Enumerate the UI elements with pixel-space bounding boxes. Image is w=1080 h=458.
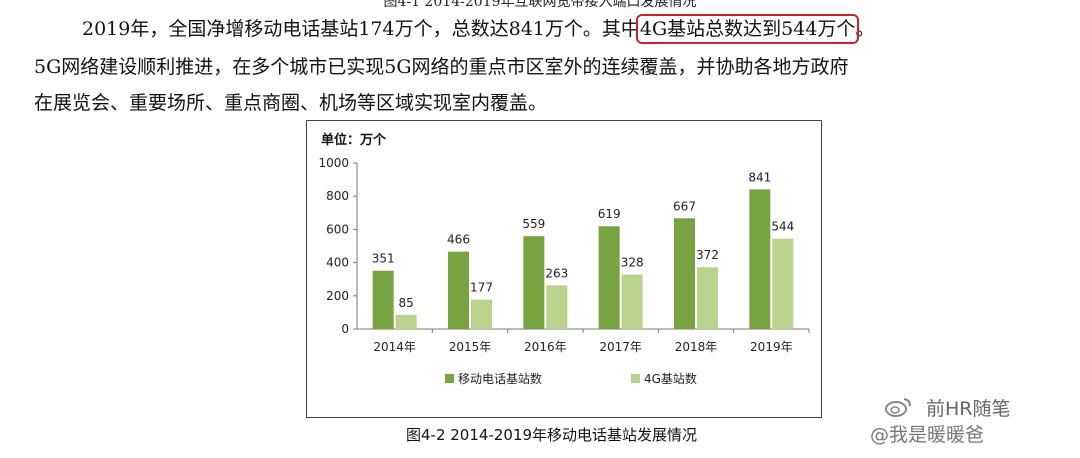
bar-4g-base-stations [395, 314, 417, 329]
x-tick-label: 2018年 [675, 340, 718, 354]
bar-value-label: 372 [696, 248, 719, 262]
bar-4g-base-stations [546, 285, 568, 329]
bar-mobile-base-stations [448, 251, 469, 329]
bar-value-label: 466 [447, 233, 470, 247]
figure-caption: 图4-2 2014-2019年移动电话基站发展情况 [406, 426, 698, 444]
bar-mobile-base-stations [372, 270, 394, 329]
bar-value-label: 351 [372, 252, 395, 266]
bar-value-label: 667 [673, 199, 696, 213]
bar-value-label: 544 [771, 220, 794, 234]
bar-value-label: 619 [598, 207, 621, 221]
x-tick-label: 2014年 [373, 340, 416, 354]
y-tick-label: 200 [326, 289, 349, 303]
x-tick-label: 2017年 [599, 340, 642, 354]
y-tick-label: 0 [341, 322, 349, 336]
bar-value-label: 328 [621, 256, 644, 270]
x-tick-label: 2016年 [524, 340, 567, 354]
bar-value-label: 85 [399, 296, 414, 310]
bar-value-label: 263 [545, 266, 568, 280]
bar-chart: 单位：万个 0 200 400 600 800 1000 2014年 351 85 2015年 466… [306, 120, 822, 418]
y-tick-label: 400 [326, 256, 349, 270]
x-tick-label: 2015年 [449, 340, 492, 354]
bar-4g-base-stations [471, 299, 492, 329]
watermark-handle: @我是暖暖爸 [870, 424, 985, 446]
paragraph-text: 2019年，全国净增移动电话基站174万个，总数达841万个。其中 [82, 18, 640, 40]
weibo-logo-icon [885, 398, 911, 417]
paragraph-line-1: 2019年，全国净增移动电话基站174万个，总数达841万个。其中4G基站总数达… [82, 14, 874, 44]
chart-unit-label: 单位：万个 [321, 132, 387, 148]
y-tick-label: 600 [326, 222, 349, 236]
bar-value-label: 559 [522, 217, 545, 231]
watermark-title: 前HR随笔 [926, 398, 1011, 420]
bar-mobile-base-stations [674, 218, 695, 329]
y-tick-label: 800 [326, 189, 349, 203]
chart-canvas: 单位：万个 0 200 400 600 800 1000 2014年 351 85 2015年 466… [318, 132, 810, 386]
paragraph-line-3: 在展览会、重要场所、重点商圈、机场等区域实现室内覆盖。 [34, 92, 548, 114]
paragraph-line-2: 5G网络建设顺利推进，在多个城市已实现5G网络的重点市区室外的连续覆盖，并协助各… [34, 56, 849, 78]
legend-label: 4G基站数 [644, 371, 697, 386]
legend-label: 移动电话基站数 [458, 371, 542, 386]
top-figure-caption: 图4-1 2014-2019年互联网宽带接入端口发展情况 [383, 0, 697, 9]
y-tick-label: 1000 [318, 156, 349, 170]
bar-mobile-base-stations [749, 189, 771, 329]
x-tick-label: 2019年 [750, 340, 793, 354]
legend-swatch-mobile [445, 374, 454, 383]
bar-mobile-base-stations [598, 226, 620, 329]
bar-4g-base-stations [772, 238, 794, 329]
paragraph-text-end: 。 [855, 18, 875, 40]
bar-value-label: 177 [470, 281, 493, 295]
bar-4g-base-stations [621, 274, 643, 329]
highlighted-text: 4G基站总数达到544万个 [635, 14, 860, 44]
bar-4g-base-stations [697, 267, 718, 329]
bar-value-label: 841 [748, 170, 771, 184]
bar-mobile-base-stations [523, 236, 545, 329]
watermark: 前HR随笔 @我是暖暖爸 [870, 394, 1076, 458]
legend-swatch-4g [631, 374, 640, 383]
